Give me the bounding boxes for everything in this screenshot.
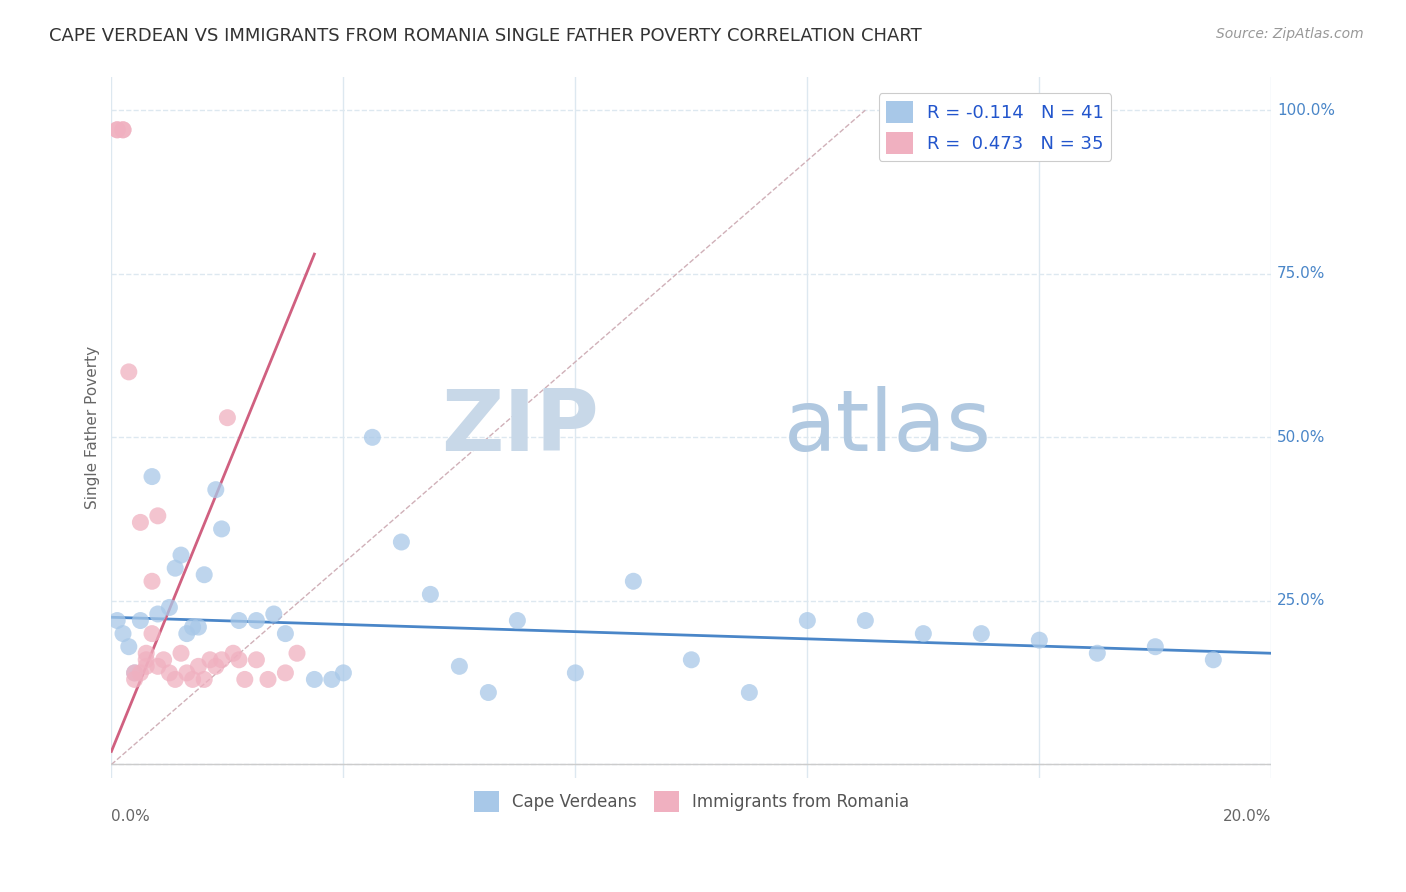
Point bbox=[681, 653, 703, 667]
Text: CAPE VERDEAN VS IMMIGRANTS FROM ROMANIA SINGLE FATHER POVERTY CORRELATION CHART: CAPE VERDEAN VS IMMIGRANTS FROM ROMANIA … bbox=[49, 27, 922, 45]
Point bbox=[124, 665, 146, 680]
Point bbox=[170, 646, 193, 660]
Point bbox=[181, 673, 204, 687]
Point bbox=[970, 626, 993, 640]
Point bbox=[129, 614, 152, 628]
Point bbox=[111, 626, 134, 640]
Point bbox=[1202, 653, 1225, 667]
Text: 20.0%: 20.0% bbox=[1223, 809, 1271, 824]
Point bbox=[245, 653, 267, 667]
Point bbox=[389, 535, 412, 549]
Point bbox=[211, 522, 233, 536]
Point bbox=[204, 483, 226, 497]
Point bbox=[124, 665, 146, 680]
Point bbox=[129, 665, 152, 680]
Point bbox=[118, 640, 141, 654]
Point bbox=[332, 665, 354, 680]
Point bbox=[198, 653, 221, 667]
Point bbox=[853, 614, 876, 628]
Point bbox=[361, 430, 384, 444]
Point bbox=[477, 685, 499, 699]
Point bbox=[157, 600, 180, 615]
Point bbox=[222, 646, 245, 660]
Point bbox=[129, 516, 152, 530]
Point bbox=[233, 673, 256, 687]
Text: ZIP: ZIP bbox=[441, 386, 599, 469]
Text: 75.0%: 75.0% bbox=[1277, 266, 1326, 281]
Point bbox=[285, 646, 308, 660]
Point bbox=[257, 673, 280, 687]
Point bbox=[304, 673, 326, 687]
Point bbox=[111, 123, 134, 137]
Point bbox=[146, 607, 169, 621]
Legend: Cape Verdeans, Immigrants from Romania: Cape Verdeans, Immigrants from Romania bbox=[467, 785, 915, 818]
Point bbox=[141, 626, 163, 640]
Point bbox=[738, 685, 761, 699]
Point bbox=[157, 665, 180, 680]
Point bbox=[419, 587, 441, 601]
Point bbox=[165, 673, 187, 687]
Point bbox=[506, 614, 529, 628]
Point bbox=[211, 653, 233, 667]
Point bbox=[912, 626, 935, 640]
Point bbox=[245, 614, 267, 628]
Y-axis label: Single Father Poverty: Single Father Poverty bbox=[86, 346, 100, 509]
Point bbox=[146, 659, 169, 673]
Point bbox=[217, 410, 239, 425]
Point bbox=[193, 567, 215, 582]
Point bbox=[228, 653, 250, 667]
Point bbox=[187, 659, 209, 673]
Point bbox=[274, 626, 297, 640]
Point bbox=[1028, 633, 1050, 648]
Point bbox=[141, 469, 163, 483]
Point bbox=[228, 614, 250, 628]
Point bbox=[141, 574, 163, 589]
Text: 50.0%: 50.0% bbox=[1277, 430, 1326, 445]
Point bbox=[274, 665, 297, 680]
Text: 25.0%: 25.0% bbox=[1277, 593, 1326, 608]
Point bbox=[165, 561, 187, 575]
Point bbox=[105, 123, 128, 137]
Point bbox=[564, 665, 586, 680]
Point bbox=[263, 607, 285, 621]
Point bbox=[152, 653, 174, 667]
Text: 0.0%: 0.0% bbox=[111, 809, 150, 824]
Point bbox=[105, 614, 128, 628]
Point bbox=[187, 620, 209, 634]
Point bbox=[111, 123, 134, 137]
Point bbox=[124, 673, 146, 687]
Point bbox=[176, 665, 198, 680]
Point bbox=[449, 659, 471, 673]
Point bbox=[176, 626, 198, 640]
Text: Source: ZipAtlas.com: Source: ZipAtlas.com bbox=[1216, 27, 1364, 41]
Point bbox=[146, 508, 169, 523]
Point bbox=[193, 673, 215, 687]
Point bbox=[204, 659, 226, 673]
Point bbox=[118, 365, 141, 379]
Point bbox=[621, 574, 644, 589]
Point bbox=[135, 646, 157, 660]
Point bbox=[1085, 646, 1108, 660]
Point bbox=[105, 123, 128, 137]
Text: atlas: atlas bbox=[785, 386, 993, 469]
Point bbox=[796, 614, 818, 628]
Point bbox=[135, 653, 157, 667]
Point bbox=[170, 548, 193, 562]
Point bbox=[1144, 640, 1167, 654]
Point bbox=[135, 659, 157, 673]
Point bbox=[181, 620, 204, 634]
Point bbox=[321, 673, 343, 687]
Text: 100.0%: 100.0% bbox=[1277, 103, 1336, 118]
